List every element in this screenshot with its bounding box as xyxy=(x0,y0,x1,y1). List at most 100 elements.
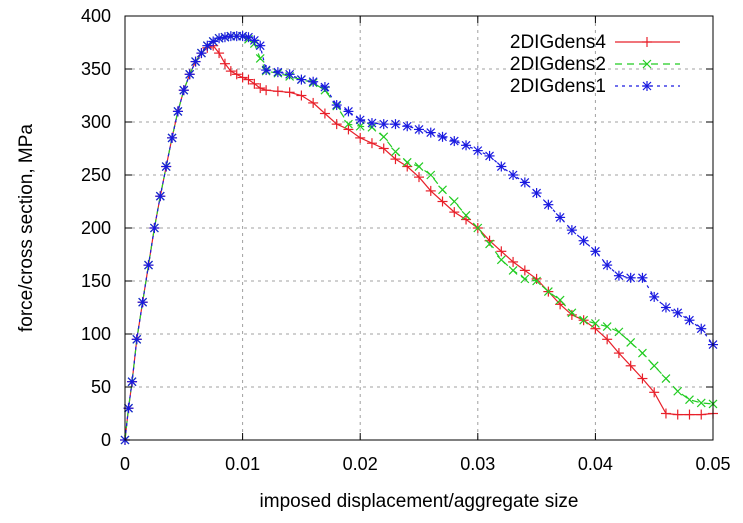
legend-entry: 2DIGdens4 xyxy=(510,32,680,53)
data-point xyxy=(543,199,554,210)
data-point xyxy=(231,69,242,80)
data-point xyxy=(161,161,172,172)
data-point xyxy=(390,154,401,165)
data-point xyxy=(308,76,319,87)
data-point xyxy=(613,348,624,359)
data-point xyxy=(567,308,577,318)
data-point xyxy=(355,121,365,131)
data-point xyxy=(437,196,448,207)
data-point xyxy=(261,65,272,76)
data-point xyxy=(196,48,207,59)
data-point xyxy=(366,138,377,149)
data-point xyxy=(202,40,213,51)
x-tick-label: 0.01 xyxy=(225,454,260,474)
data-point xyxy=(402,161,413,172)
data-point xyxy=(184,69,195,80)
data-point xyxy=(461,140,472,151)
data-point xyxy=(590,318,600,328)
data-point xyxy=(602,260,613,271)
data-point xyxy=(519,265,530,276)
data-point xyxy=(296,74,307,85)
series-line-2DIGdens4 xyxy=(124,44,714,441)
data-point xyxy=(379,132,389,142)
data-point xyxy=(496,161,507,172)
series-2DIGdens2 xyxy=(120,31,718,445)
legend-entry: 2DIGdens2 xyxy=(510,54,680,75)
data-point xyxy=(578,235,589,246)
x-axis-title: imposed displacement/aggregate size xyxy=(260,491,579,512)
y-tick-label: 200 xyxy=(81,218,111,238)
x-tick-label: 0.04 xyxy=(578,454,613,474)
legend-label: 2DIGdens1 xyxy=(510,76,606,97)
y-axis-title: force/cross section, MPa xyxy=(16,124,37,332)
data-point xyxy=(613,270,624,281)
data-point xyxy=(625,272,636,283)
data-point xyxy=(255,40,266,51)
data-point xyxy=(473,223,483,233)
data-point xyxy=(696,409,707,420)
y-tick-label: 50 xyxy=(91,377,111,397)
data-point xyxy=(255,53,265,63)
data-point xyxy=(331,100,342,111)
data-point xyxy=(590,323,601,334)
data-point xyxy=(661,374,671,383)
x-tick-label: 0 xyxy=(120,454,130,474)
data-point xyxy=(566,309,577,320)
data-point xyxy=(296,90,307,101)
data-point xyxy=(344,119,353,129)
data-point xyxy=(391,147,400,157)
data-point xyxy=(649,291,660,302)
data-point xyxy=(449,207,460,218)
data-point xyxy=(590,246,601,257)
data-point xyxy=(566,225,577,236)
data-point xyxy=(602,334,613,345)
data-point xyxy=(214,48,225,59)
data-point xyxy=(437,131,448,142)
grid xyxy=(125,16,713,440)
data-point xyxy=(127,376,138,387)
data-point xyxy=(402,157,412,167)
data-point xyxy=(684,409,695,420)
data-point xyxy=(390,119,401,130)
data-point xyxy=(672,307,683,318)
data-point xyxy=(508,170,519,180)
data-point xyxy=(672,409,683,420)
data-point xyxy=(225,66,236,77)
data-point xyxy=(508,265,518,275)
y-tick-label: 400 xyxy=(81,6,111,26)
x-tick-label: 0.05 xyxy=(695,454,730,474)
data-point xyxy=(637,373,648,384)
data-point xyxy=(402,121,413,132)
legend-entry: 2DIGdens1 xyxy=(510,76,680,97)
data-point xyxy=(426,170,436,180)
y-tick-label: 350 xyxy=(81,59,111,79)
data-point xyxy=(261,85,272,96)
data-point xyxy=(579,315,589,325)
data-point xyxy=(696,398,706,408)
data-point xyxy=(319,82,330,93)
data-point xyxy=(284,87,295,98)
data-point xyxy=(137,297,148,308)
data-point xyxy=(131,334,142,345)
data-point xyxy=(414,162,424,171)
data-point xyxy=(519,177,530,188)
data-point xyxy=(243,32,254,43)
axis-ticks: 0 0.01 0.02 0.03 0.04 0.05 0 50 100 150 200 250 300 3… xyxy=(81,6,731,474)
data-point xyxy=(555,212,566,223)
data-point xyxy=(531,188,542,199)
data-point xyxy=(531,273,542,284)
data-point xyxy=(237,72,248,83)
legend-label: 2DIGdens2 xyxy=(510,54,606,75)
data-point xyxy=(685,395,694,405)
data-point xyxy=(637,272,648,283)
legend-label: 2DIGdens4 xyxy=(510,32,607,53)
y-tick-label: 300 xyxy=(81,112,111,132)
series-2DIGdens4 xyxy=(120,40,718,445)
data-point xyxy=(673,386,683,396)
y-tick-label: 250 xyxy=(81,165,111,185)
legend-marker xyxy=(642,59,652,69)
data-point xyxy=(660,408,671,419)
data-point xyxy=(472,145,483,156)
data-point xyxy=(331,119,342,130)
